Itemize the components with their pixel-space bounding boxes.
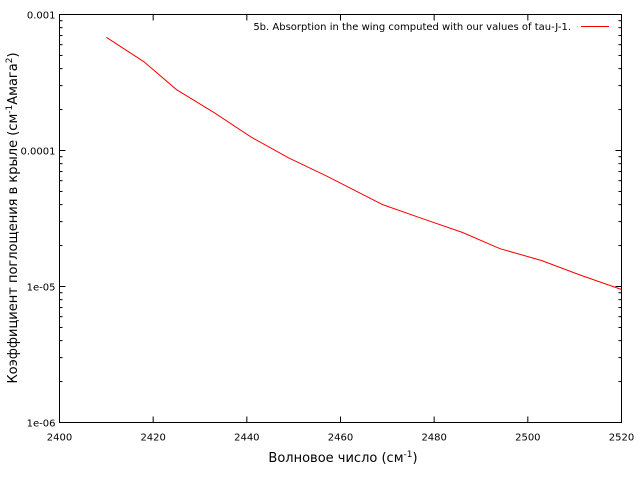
x-tick-label: 2500 bbox=[515, 433, 540, 444]
x-tick-label: 2420 bbox=[140, 433, 165, 444]
x-axis-title-text: Волновое число (см bbox=[268, 451, 403, 466]
series-group bbox=[106, 36, 622, 291]
x-tick-label: 2460 bbox=[328, 433, 353, 444]
y-axis-title-unit: Амага bbox=[6, 63, 21, 104]
x-tick-label: 2480 bbox=[421, 433, 446, 444]
plot-frame bbox=[59, 14, 622, 423]
y-tick-label: 1e-06 bbox=[27, 419, 56, 430]
y-axis-title-text: Коэффициент поглощения в крыле (см bbox=[6, 114, 21, 384]
legend-label: 5b. Absorption in the wing computed with… bbox=[253, 22, 571, 33]
x-axis-title: Волновое число (см-1) bbox=[268, 450, 417, 466]
x-tick-label: 2440 bbox=[234, 433, 259, 444]
axis-ticks: 2400 2420 2440 2460 2480 2500 2520 0.001 0.0001 1… bbox=[21, 11, 635, 444]
y-tick-label: 1e-05 bbox=[27, 283, 56, 294]
y-tick-label: 0.0001 bbox=[21, 147, 56, 158]
x-axis-title-sup: -1 bbox=[404, 450, 413, 460]
y-axis-title-sup1: -1 bbox=[5, 105, 15, 114]
y-tick-label: 0.001 bbox=[27, 11, 56, 22]
x-axis-title-end: ) bbox=[412, 451, 417, 466]
x-tick-label: 2400 bbox=[47, 433, 72, 444]
series-line bbox=[106, 36, 622, 291]
y-axis-title-end: ) bbox=[6, 52, 21, 57]
y-axis-title-sup2: 2 bbox=[5, 58, 15, 64]
y-axis-title: Коэффициент поглощения в крыле (см-1Амаг… bbox=[5, 52, 21, 383]
legend: 5b. Absorption in the wing computed with… bbox=[253, 22, 609, 33]
x-tick-label: 2520 bbox=[609, 433, 634, 444]
